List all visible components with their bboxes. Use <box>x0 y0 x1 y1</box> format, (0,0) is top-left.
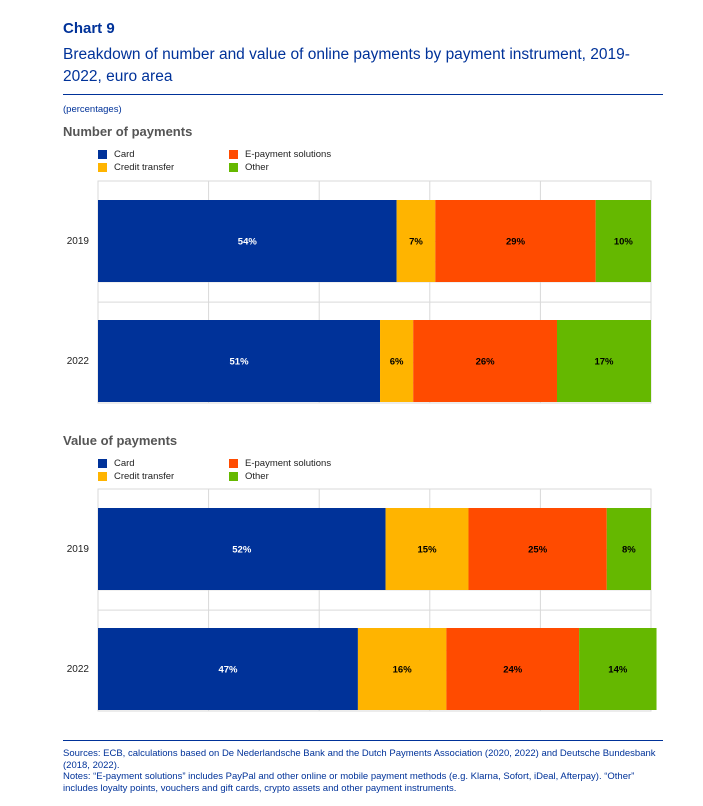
legend-swatch-e-payment <box>229 459 238 468</box>
legend-label: E-payment solutions <box>245 458 332 469</box>
bar-segment <box>556 320 651 402</box>
bar-segment <box>98 628 358 710</box>
bar-segment <box>380 320 414 402</box>
panel-title-value: Value of payments <box>63 433 178 448</box>
legend-item-card: Card <box>98 149 135 160</box>
legend-item-credit-transfer: Credit transfer <box>98 471 174 482</box>
units-label: (percentages) <box>63 104 122 115</box>
data-label: 51% <box>230 357 250 368</box>
data-label: 54% <box>238 237 258 248</box>
notes-text: Notes: “E-payment solutions” includes Pa… <box>63 771 635 794</box>
bar-segment <box>413 320 557 402</box>
legend-swatch-e-payment <box>229 150 238 159</box>
bar-segment <box>606 508 651 590</box>
bar-segment <box>579 628 657 710</box>
chart-label: Chart 9 <box>63 20 115 37</box>
legend-label: Card <box>114 149 135 160</box>
legend-swatch-card <box>98 459 107 468</box>
title-divider <box>63 94 663 95</box>
bar-segment <box>357 628 447 710</box>
category-label: 2019 <box>66 544 89 555</box>
footer-notes: Sources: ECB, calculations based on De N… <box>63 748 663 794</box>
bar-segment <box>98 320 381 402</box>
legend-swatch-other <box>229 163 238 172</box>
legend-label: Card <box>114 458 135 469</box>
legend-swatch-credit-transfer <box>98 163 107 172</box>
data-label: 25% <box>528 545 548 556</box>
data-label: 29% <box>506 237 526 248</box>
chart-value-of-payments: 52% 15% 25% 8% 47% 16% 24% 14% <box>97 488 657 712</box>
legend-label: Other <box>245 162 269 173</box>
legend-item-card: Card <box>98 458 135 469</box>
chart-title: Breakdown of number and value of online … <box>63 46 630 85</box>
legend-label: E-payment solutions <box>245 149 332 160</box>
legend-swatch-other <box>229 472 238 481</box>
data-label: 14% <box>608 665 628 676</box>
bar-segment <box>385 508 469 590</box>
data-label: 17% <box>594 357 614 368</box>
data-label: 6% <box>390 357 404 368</box>
legend-swatch-credit-transfer <box>98 472 107 481</box>
legend-item-other: Other <box>229 471 269 482</box>
bar-segment <box>396 200 436 282</box>
data-label: 52% <box>232 545 252 556</box>
legend-item-e-payment: E-payment solutions <box>229 458 331 469</box>
data-label: 7% <box>409 237 423 248</box>
sources-text: Sources: ECB, calculations based on De N… <box>63 748 656 771</box>
bar-segment <box>468 508 607 590</box>
legend-label: Credit transfer <box>114 471 175 482</box>
data-label: 26% <box>476 357 496 368</box>
category-label: 2022 <box>66 356 89 367</box>
category-label: 2022 <box>66 664 89 675</box>
data-label: 10% <box>614 237 634 248</box>
footer-divider <box>63 740 663 741</box>
legend-item-credit-transfer: Credit transfer <box>98 162 174 173</box>
bar-segment <box>435 200 596 282</box>
category-label: 2019 <box>66 236 89 247</box>
legend-swatch-card <box>98 150 107 159</box>
data-label: 16% <box>393 665 413 676</box>
bar-segment <box>446 628 580 710</box>
bar-segment <box>595 200 651 282</box>
bar-segment <box>98 508 386 590</box>
chart-number-of-payments: 54% 7% 29% 10% 51% 6% 26% 17% <box>97 180 652 404</box>
data-label: 24% <box>503 665 523 676</box>
legend-item-e-payment: E-payment solutions <box>229 149 331 160</box>
data-label: 15% <box>418 545 438 556</box>
legend-label: Credit transfer <box>114 162 175 173</box>
legend-item-other: Other <box>229 162 269 173</box>
data-label: 47% <box>218 665 238 676</box>
bar-segment <box>98 200 397 282</box>
legend-label: Other <box>245 471 269 482</box>
panel-title-number: Number of payments <box>63 124 193 139</box>
data-label: 8% <box>622 545 636 556</box>
